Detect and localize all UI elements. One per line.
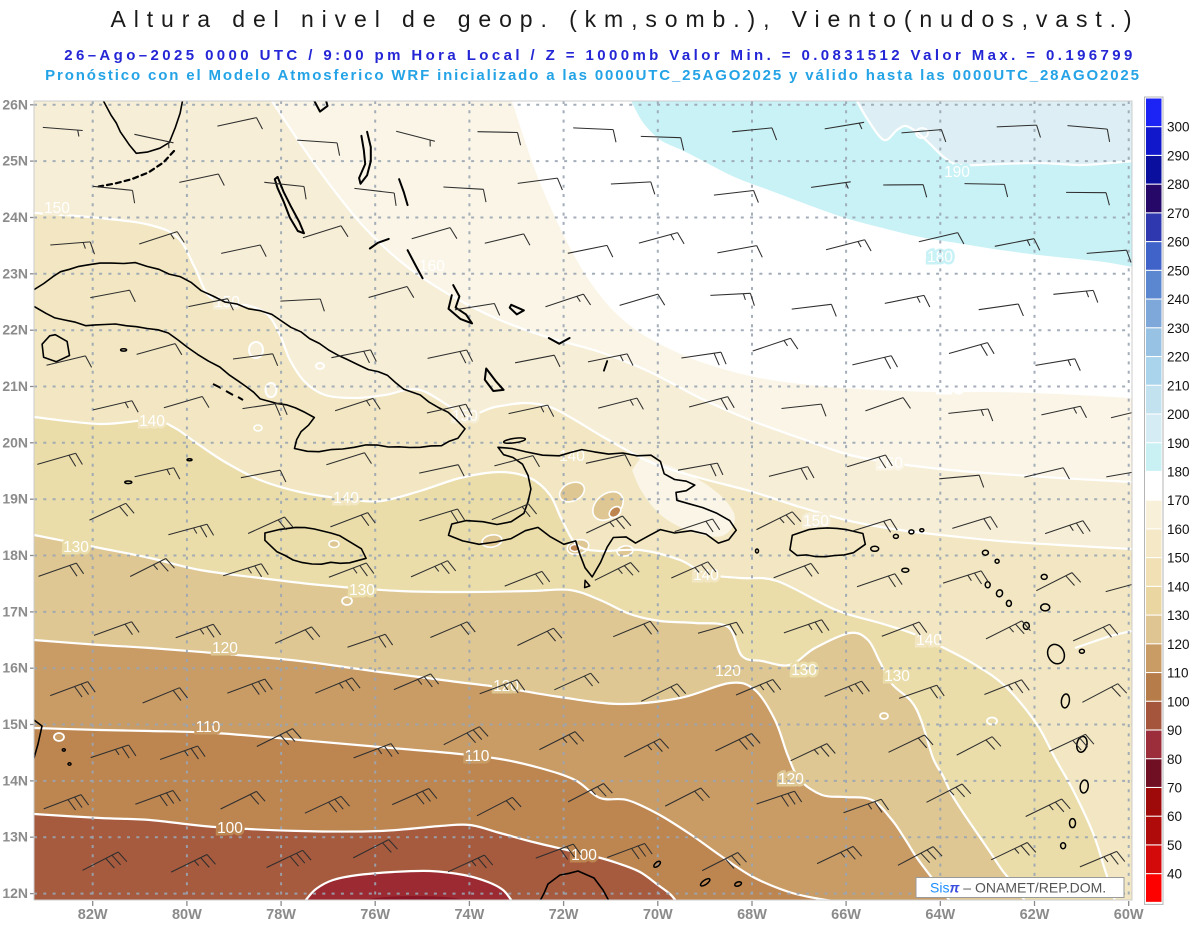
svg-text:290: 290 <box>1167 149 1190 164</box>
svg-text:100: 100 <box>1167 694 1190 709</box>
svg-text:130: 130 <box>884 668 910 685</box>
svg-text:60: 60 <box>1167 809 1182 824</box>
svg-text:64W: 64W <box>925 907 955 923</box>
svg-text:24N: 24N <box>2 209 28 225</box>
svg-text:120: 120 <box>715 663 741 680</box>
svg-text:20N: 20N <box>2 434 28 450</box>
svg-text:240: 240 <box>1167 292 1190 307</box>
svg-text:140: 140 <box>139 413 165 430</box>
svg-text:130: 130 <box>63 539 89 556</box>
svg-text:180: 180 <box>927 249 953 266</box>
svg-text:150: 150 <box>803 513 829 530</box>
svg-text:22N: 22N <box>2 322 28 338</box>
svg-text:260: 260 <box>1167 235 1190 250</box>
svg-text:90: 90 <box>1167 723 1182 738</box>
svg-text:72W: 72W <box>549 907 579 923</box>
svg-text:60W: 60W <box>1114 907 1144 923</box>
svg-text:250: 250 <box>1167 263 1190 278</box>
svg-text:130: 130 <box>791 662 817 679</box>
svg-text:26N: 26N <box>2 96 28 112</box>
svg-text:170: 170 <box>1167 493 1190 508</box>
svg-text:140: 140 <box>1167 579 1190 594</box>
svg-text:130: 130 <box>349 582 375 599</box>
svg-text:25N: 25N <box>2 153 28 169</box>
svg-text:21N: 21N <box>2 378 28 394</box>
svg-text:140: 140 <box>559 448 585 465</box>
svg-text:17N: 17N <box>2 603 28 619</box>
svg-text:80: 80 <box>1167 752 1182 767</box>
svg-text:76W: 76W <box>360 907 390 923</box>
svg-text:16N: 16N <box>2 660 28 676</box>
svg-text:140: 140 <box>916 632 942 649</box>
svg-text:23N: 23N <box>2 265 28 281</box>
svg-text:150: 150 <box>1167 551 1190 566</box>
svg-text:15N: 15N <box>2 716 28 732</box>
svg-text:74W: 74W <box>454 907 484 923</box>
svg-text:230: 230 <box>1167 321 1190 336</box>
svg-text:220: 220 <box>1167 350 1190 365</box>
svg-text:190: 190 <box>1167 436 1190 451</box>
svg-text:82W: 82W <box>78 907 108 923</box>
svg-text:120: 120 <box>1167 637 1190 652</box>
svg-text:12N: 12N <box>2 885 28 901</box>
svg-text:70W: 70W <box>643 907 673 923</box>
svg-text:80W: 80W <box>172 907 202 923</box>
svg-text:62W: 62W <box>1020 907 1050 923</box>
svg-text:68W: 68W <box>737 907 767 923</box>
svg-text:13N: 13N <box>2 829 28 845</box>
svg-text:110: 110 <box>196 719 221 736</box>
svg-text:14N: 14N <box>2 772 28 788</box>
svg-text:18N: 18N <box>2 547 28 563</box>
svg-text:78W: 78W <box>266 907 296 923</box>
svg-text:150: 150 <box>44 200 70 217</box>
svg-text:190: 190 <box>944 164 970 181</box>
svg-text:70: 70 <box>1167 781 1182 796</box>
svg-text:180: 180 <box>1167 465 1190 480</box>
svg-text:19N: 19N <box>2 491 28 507</box>
svg-text:100: 100 <box>571 847 597 864</box>
svg-text:140: 140 <box>333 490 359 507</box>
svg-text:210: 210 <box>1167 378 1190 393</box>
svg-text:280: 280 <box>1167 177 1190 192</box>
svg-text:100: 100 <box>217 820 243 837</box>
svg-text:40: 40 <box>1167 867 1182 882</box>
svg-text:170: 170 <box>937 379 963 396</box>
svg-text:160: 160 <box>419 258 445 275</box>
svg-text:120: 120 <box>778 771 804 788</box>
svg-text:Sisπ – ONAMET/REP.DOM.: Sisπ – ONAMET/REP.DOM. <box>930 880 1106 896</box>
svg-text:110: 110 <box>1167 666 1189 681</box>
svg-text:270: 270 <box>1167 206 1190 221</box>
svg-text:130: 130 <box>1167 608 1190 623</box>
svg-text:66W: 66W <box>831 907 861 923</box>
svg-text:120: 120 <box>212 640 238 657</box>
svg-text:200: 200 <box>1167 407 1190 422</box>
svg-text:160: 160 <box>1167 522 1190 537</box>
svg-text:50: 50 <box>1167 838 1182 853</box>
svg-text:300: 300 <box>1167 120 1190 135</box>
